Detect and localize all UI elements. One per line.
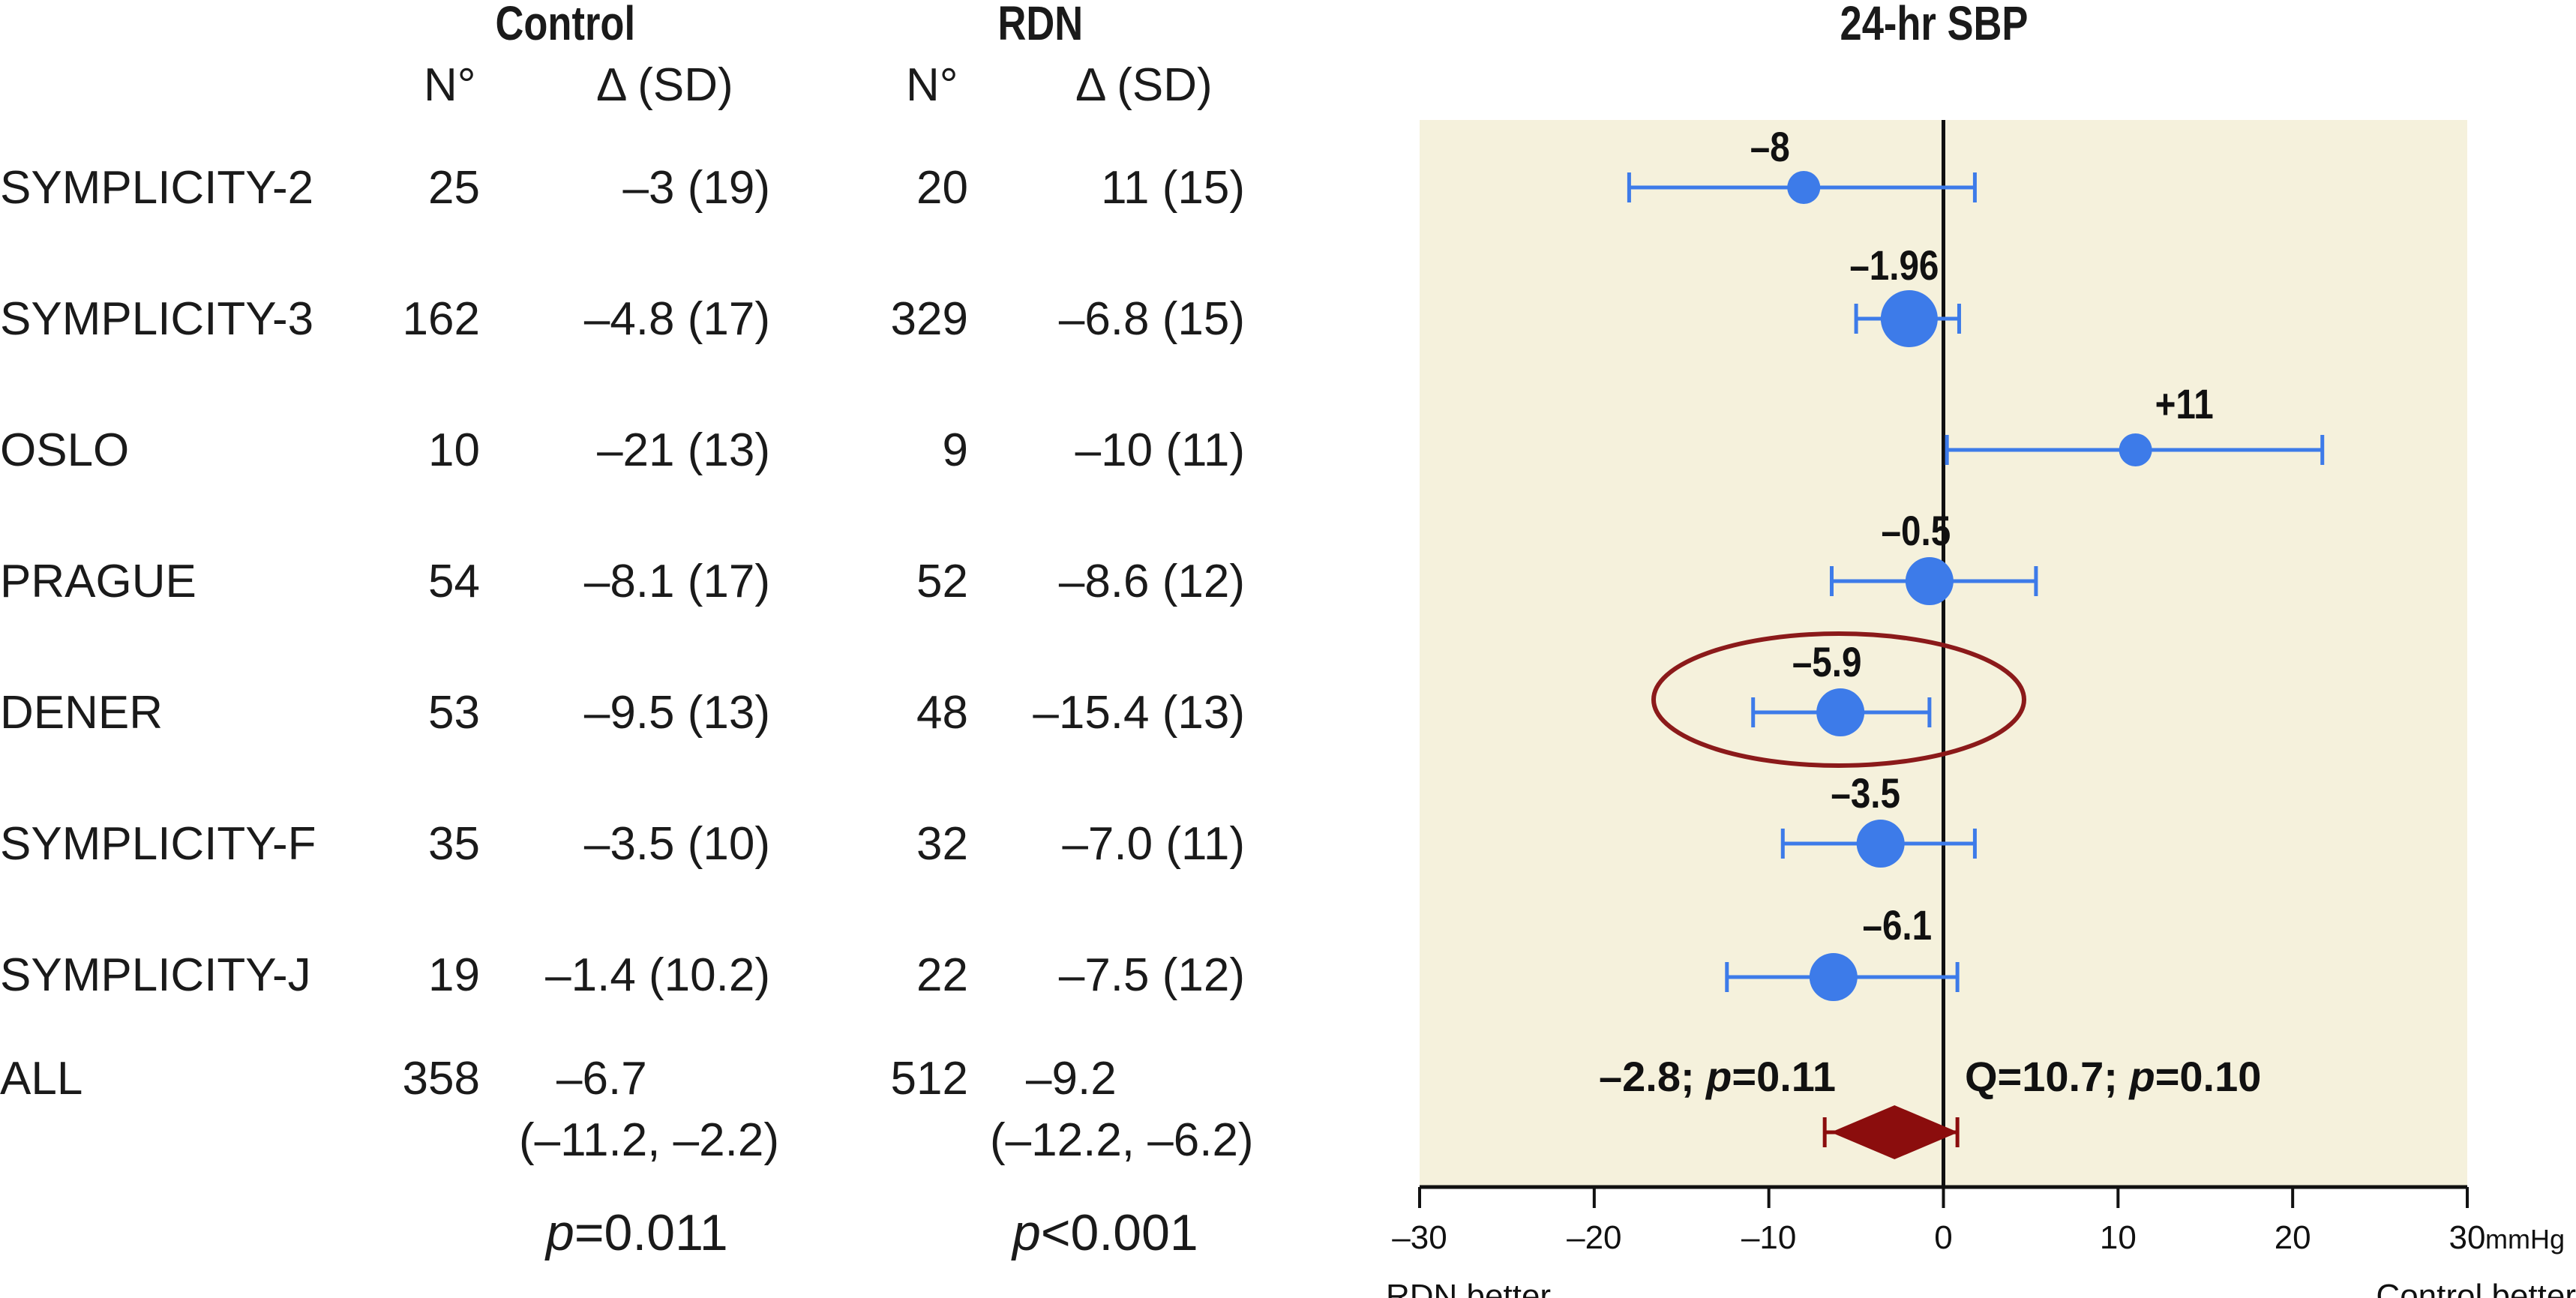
forest-row: –5.9 [1751, 639, 1932, 736]
control-delta-value: –21 (13) [597, 424, 770, 476]
all-row-name: ALL [0, 1053, 83, 1105]
control-delta-value: –3.5 (10) [583, 818, 770, 870]
forest-row: +11 [1945, 381, 2325, 466]
point-label: –0.5 [1882, 508, 1951, 554]
all-row-control-delta: –6.7 [556, 1053, 647, 1105]
point-label: –3.5 [1831, 770, 1900, 817]
control-delta-header: Δ (SD) [596, 59, 733, 111]
study-name: SYMPLICITY-F [0, 818, 316, 870]
rdn-n-value: 329 [890, 293, 968, 345]
x-tick-label: 30 [2449, 1219, 2486, 1256]
study-name: SYMPLICITY-J [0, 949, 311, 1001]
x-tick-label: 0 [1934, 1219, 1952, 1256]
control-n-value: 53 [428, 687, 480, 739]
study-name: DENER [0, 687, 163, 739]
control-n-value: 25 [428, 162, 480, 214]
point-estimate [1856, 820, 1905, 868]
rdn-n-value: 48 [916, 687, 968, 739]
rdn-delta-value: –7.5 (12) [1058, 949, 1245, 1001]
all-row-rdn-ci: (–12.2, –6.2) [990, 1114, 1254, 1166]
rdn-delta-value: –7.0 (11) [1062, 818, 1245, 870]
heterogeneity-label: Q=10.7; p=0.10 [1965, 1053, 2261, 1100]
rdn-header: RDN [997, 0, 1084, 50]
rdn-n-header: N° [906, 59, 958, 111]
control-n-value: 162 [402, 293, 480, 345]
point-label: –5.9 [1792, 639, 1862, 685]
forest-row: –1.96 [1849, 242, 1961, 347]
forest-row: –0.5 [1829, 508, 2038, 605]
forest-row: –8 [1627, 124, 1977, 204]
rdn-n-value: 32 [916, 818, 968, 870]
rdn-delta-value: –10 (11) [1075, 424, 1245, 476]
point-estimate [1787, 171, 1821, 204]
x-tick-label: –20 [1567, 1219, 1621, 1256]
point-estimate [1809, 953, 1858, 1001]
point-label: +11 [2155, 381, 2214, 427]
rdn-delta-header: Δ (SD) [1075, 59, 1213, 111]
all-row-rdn-delta: –9.2 [1026, 1053, 1117, 1105]
rdn-delta-value: –15.4 (13) [1033, 687, 1245, 739]
control-delta-value: –1.4 (10.2) [545, 949, 770, 1001]
control-pvalue: p=0.011 [546, 1204, 728, 1261]
x-tick-label: –10 [1741, 1219, 1796, 1256]
all-row-control-ci: (–11.2, –2.2) [519, 1114, 779, 1166]
rdn-n-value: 22 [916, 949, 968, 1001]
forest-row: –6.1 [1725, 902, 1960, 1001]
control-n-value: 10 [428, 424, 480, 476]
study-name: SYMPLICITY-2 [0, 162, 314, 214]
study-name: SYMPLICITY-3 [0, 293, 314, 345]
point-estimate [1816, 688, 1865, 736]
rdn-pvalue: p<0.001 [1012, 1204, 1198, 1261]
rdn-delta-value: 11 (15) [1101, 162, 1245, 214]
control-n-value: 35 [428, 818, 480, 870]
control-n-value: 19 [428, 949, 480, 1001]
highlight-ellipse [1651, 631, 2026, 768]
rdn-n-value: 20 [916, 162, 968, 214]
chart-title: 24-hr SBP [1840, 0, 2029, 50]
point-label: –8 [1750, 124, 1790, 170]
control-delta-value: –4.8 (17) [583, 293, 770, 345]
control-n-header: N° [424, 59, 476, 111]
point-estimate [1905, 557, 1954, 605]
x-unit-label: mmHg [2485, 1224, 2565, 1255]
x-tick-label: –30 [1392, 1219, 1447, 1256]
rdn-n-value: 52 [916, 556, 968, 607]
study-name: OSLO [0, 424, 130, 476]
forest-row: –3.5 [1780, 770, 1977, 868]
pooled-diamond [1831, 1105, 1959, 1159]
rdn-n-value: 9 [942, 424, 968, 476]
control-better-label: Control better [2376, 1278, 2576, 1298]
x-tick-label: 10 [2100, 1219, 2137, 1256]
rdn-better-label: RDN better [1386, 1278, 1551, 1298]
point-estimate [2119, 433, 2152, 466]
rdn-delta-value: –6.8 (15) [1058, 293, 1245, 345]
rdn-delta-value: –8.6 (12) [1058, 556, 1245, 607]
point-label: –1.96 [1849, 242, 1939, 289]
control-delta-value: –3 (19) [622, 162, 770, 214]
point-estimate [1880, 290, 1938, 347]
x-tick-label: 20 [2275, 1219, 2311, 1256]
all-row-rdn-n: 512 [890, 1053, 968, 1105]
control-delta-value: –9.5 (13) [583, 687, 770, 739]
control-n-value: 54 [428, 556, 480, 607]
control-delta-value: –8.1 (17) [583, 556, 770, 607]
study-name: PRAGUE [0, 556, 196, 607]
all-row-control-n: 358 [402, 1053, 480, 1105]
control-header: Control [495, 0, 636, 50]
point-label: –6.1 [1863, 902, 1933, 949]
pooled-label: –2.8; p=0.11 [1599, 1053, 1836, 1100]
